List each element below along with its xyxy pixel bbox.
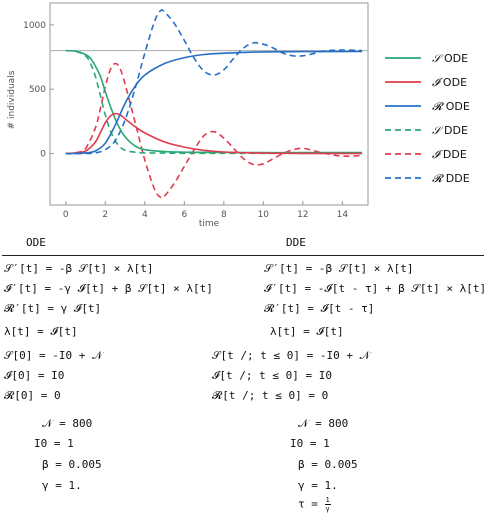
tau-denominator: γ	[325, 505, 330, 513]
ode-init-i: 𝓘[0] = I0	[4, 369, 65, 382]
dde-init-i: 𝓘[t /; t ≤ 0] = I0	[212, 369, 333, 382]
dde-eq-i: 𝓘′[t] = -𝓘[t - τ] + β 𝒮[t] × λ[t]	[264, 282, 486, 295]
series-line-i-dde	[65, 62, 363, 199]
dde-param-n: 𝒩 = 800	[298, 417, 349, 430]
legend-label: DDE	[441, 124, 468, 137]
y-tick-label: 500	[29, 85, 46, 95]
series-line-s-ode	[65, 49, 363, 154]
ode-param-beta: β = 0.005	[42, 458, 102, 471]
y-axis-label: # individuals	[7, 70, 17, 129]
ode-header: ODE	[26, 236, 46, 249]
legend-entry-r-ode: 𝓡 ODE	[432, 100, 470, 113]
ode-param-i0: I0 = 1	[34, 437, 74, 450]
x-tick-label: 0	[63, 210, 69, 220]
dde-eq-s: 𝒮′[t] = -β 𝒮[t] × λ[t]	[264, 262, 414, 275]
x-tick-label: 6	[181, 210, 187, 220]
legend-label: DDE	[442, 172, 469, 185]
dde-eq-lambda: λ[t] = 𝓘[t]	[270, 325, 344, 338]
x-tick-label: 12	[297, 210, 308, 220]
ode-eq-s: 𝒮′[t] = -β 𝒮[t] × λ[t]	[4, 262, 154, 275]
x-tick-label: 4	[142, 210, 148, 220]
legend-symbol: 𝓡	[432, 172, 444, 185]
y-tick-label: 1000	[23, 21, 46, 31]
legend-entry-s-ode: 𝒮 ODE	[432, 52, 468, 65]
dde-init-s: 𝒮[t /; t ≤ 0] = -I0 + 𝒩	[212, 349, 371, 362]
legend-entry-s-dde: 𝒮 DDE	[432, 124, 468, 137]
legend-entry-i-dde: 𝓘 DDE	[432, 148, 467, 161]
dde-param-beta: β = 0.005	[298, 458, 358, 471]
ode-param-n: 𝒩 = 800	[42, 417, 93, 430]
legend-label: ODE	[442, 100, 470, 113]
legend-label: ODE	[439, 76, 467, 89]
y-tick-label: 0	[40, 150, 46, 160]
dde-param-gamma: γ = 1.	[298, 479, 338, 492]
ode-eq-lambda: λ[t] = 𝓘[t]	[4, 325, 78, 338]
sir-chart: 0 2 4 6 8 10 12 14 0 500 1000 # individuals time 𝒮…	[7, 2, 470, 229]
x-tick-label: 10	[258, 210, 270, 220]
ode-init-s: 𝒮[0] = -I0 + 𝒩	[4, 349, 103, 362]
x-tick-label: 14	[337, 210, 349, 220]
legend-symbol: 𝓘	[432, 76, 443, 89]
header-rule	[2, 255, 484, 256]
legend-symbol: 𝓘	[432, 148, 443, 161]
x-axis-label: time	[199, 219, 220, 229]
dde-init-r: 𝓡[t /; t ≤ 0] = 0	[212, 389, 329, 402]
series-line-r-dde	[65, 9, 363, 155]
tau-label: τ =	[298, 497, 325, 511]
equations-panel: ODE DDE 𝒮′[t] = -β 𝒮[t] × λ[t] 𝓘′[t] = -…	[0, 228, 486, 520]
ode-init-r: 𝓡[0] = 0	[4, 389, 61, 402]
legend-symbol: 𝓡	[432, 100, 444, 113]
series-line-i-ode	[65, 112, 363, 155]
ode-eq-r: 𝓡′[t] = γ 𝓘[t]	[4, 302, 102, 315]
plot-area: 0 2 4 6 8 10 12 14 0 500 1000	[23, 2, 369, 220]
series-line-r-ode	[65, 50, 363, 155]
legend-label: DDE	[439, 148, 466, 161]
dde-param-i0: I0 = 1	[290, 437, 330, 450]
ode-eq-i: 𝓘′[t] = -γ 𝓘[t] + β 𝒮[t] × λ[t]	[4, 282, 213, 295]
legend-entry-i-ode: 𝓘 ODE	[432, 76, 467, 89]
legend-label: ODE	[441, 52, 469, 65]
ode-param-gamma: γ = 1.	[42, 479, 82, 492]
tau-numerator: 1	[324, 496, 331, 505]
x-tick-label: 2	[102, 210, 108, 220]
x-tick-label: 8	[221, 210, 227, 220]
series-line-s-dde	[65, 49, 363, 155]
dde-header: DDE	[286, 236, 306, 249]
dde-eq-r: 𝓡′[t] = 𝓘[t - τ]	[264, 302, 375, 315]
legend-entry-r-dde: 𝓡 DDE	[432, 172, 470, 185]
plot-frame	[49, 2, 369, 206]
